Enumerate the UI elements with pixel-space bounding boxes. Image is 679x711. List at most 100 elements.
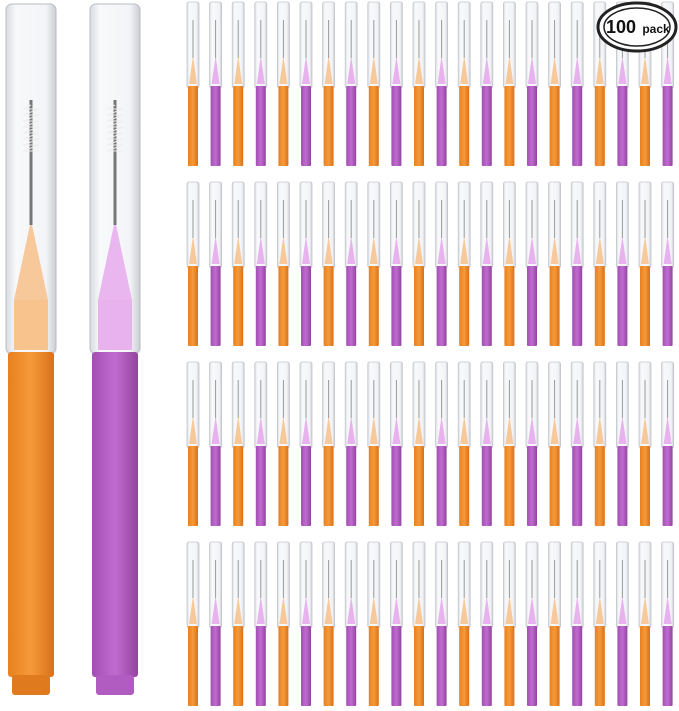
- tip: [392, 416, 401, 444]
- handle: [436, 446, 447, 526]
- tip: [482, 236, 491, 264]
- small-brush: [209, 1, 223, 166]
- tip: [505, 56, 514, 84]
- tip: [550, 416, 559, 444]
- handle: [255, 86, 266, 166]
- small-brush: [616, 541, 629, 706]
- tip: [550, 236, 559, 264]
- tip: [505, 596, 514, 624]
- tip: [189, 56, 197, 84]
- handle: [662, 446, 673, 526]
- tip: [392, 56, 401, 84]
- tip: [482, 56, 491, 84]
- handle: [188, 266, 198, 346]
- tip: [211, 236, 220, 264]
- small-brush: [616, 181, 629, 346]
- tip: [415, 56, 423, 84]
- tip: [392, 596, 401, 624]
- handle: [233, 626, 244, 706]
- tip: [618, 596, 627, 624]
- small-brush: [299, 1, 313, 166]
- tip: [347, 56, 356, 84]
- small-brush: [209, 181, 223, 346]
- tip: [528, 56, 536, 84]
- small-brush: [389, 181, 403, 346]
- handle: [255, 626, 266, 706]
- tip: [460, 596, 469, 624]
- tip: [641, 56, 649, 84]
- small-brush: [322, 1, 336, 166]
- handle: [459, 446, 470, 526]
- tip: [369, 416, 378, 444]
- tip: [347, 236, 356, 264]
- tip: [302, 416, 310, 444]
- handle: [662, 626, 673, 706]
- handle: [640, 86, 650, 166]
- handle: [346, 266, 357, 346]
- large-brush-purple: [89, 3, 141, 695]
- tip: [211, 56, 220, 84]
- handle: [278, 86, 289, 166]
- small-brush: [525, 541, 539, 706]
- tip: [279, 236, 288, 264]
- small-brush: [186, 181, 200, 346]
- tip: [550, 56, 559, 84]
- handle: [617, 86, 628, 166]
- tip: [641, 596, 649, 624]
- small-brush: [457, 361, 471, 526]
- small-brush: [502, 1, 516, 166]
- tip: [347, 596, 356, 624]
- small-brush: [570, 181, 584, 346]
- handle: [481, 266, 492, 346]
- tip: [573, 416, 582, 444]
- small-brush: [480, 541, 494, 706]
- tip: [663, 416, 672, 444]
- tip: [641, 416, 649, 444]
- tip: [437, 416, 446, 444]
- tip: [415, 416, 423, 444]
- handle: [617, 626, 628, 706]
- small-brush: [367, 541, 381, 706]
- tip: [482, 416, 491, 444]
- handle: [549, 446, 560, 526]
- tip: [279, 416, 288, 444]
- handle: [459, 266, 470, 346]
- small-brush: [480, 1, 494, 166]
- tip: [618, 236, 627, 264]
- tip: [302, 236, 310, 264]
- small-brush: [548, 541, 561, 706]
- handle: [368, 626, 379, 706]
- small-brush: [480, 361, 494, 526]
- tip: [528, 416, 536, 444]
- handle: [368, 266, 379, 346]
- small-brush: [457, 541, 471, 706]
- tip: [302, 56, 310, 84]
- small-brush: [502, 541, 516, 706]
- small-brush: [593, 541, 607, 706]
- tip: [415, 236, 423, 264]
- small-brush: [254, 541, 268, 706]
- handle: [549, 626, 560, 706]
- small-brush: [276, 541, 290, 706]
- small-brush: [367, 361, 381, 526]
- tip: [663, 56, 672, 84]
- handle: [188, 446, 198, 526]
- tip: [595, 56, 604, 84]
- small-brush: [548, 181, 561, 346]
- tip: [663, 596, 672, 624]
- small-brush: [435, 181, 449, 346]
- small-brush: [186, 541, 200, 706]
- handle: [481, 446, 492, 526]
- handle: [346, 446, 357, 526]
- small-brush: [299, 361, 313, 526]
- tip: [189, 416, 197, 444]
- tip: [302, 596, 310, 624]
- handle: [414, 266, 424, 346]
- handle: [233, 86, 244, 166]
- handle: [436, 86, 447, 166]
- small-brush: [322, 181, 336, 346]
- handle: [391, 266, 402, 346]
- tip: [618, 56, 627, 84]
- small-brush: [254, 361, 268, 526]
- handle: [323, 86, 334, 166]
